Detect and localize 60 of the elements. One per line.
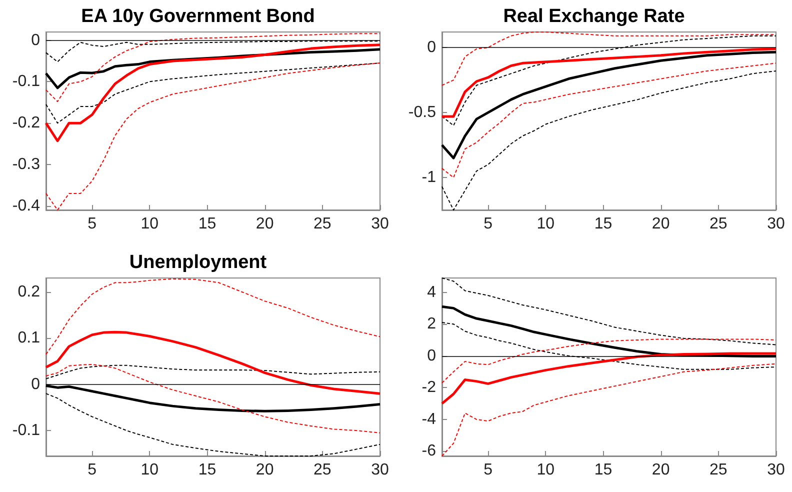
x-tick-label: 10	[140, 216, 159, 232]
y-tick-label: -0.1	[12, 73, 40, 90]
line-series	[442, 278, 776, 346]
y-tick-label: -0.3	[12, 156, 40, 173]
x-tick-label: 10	[140, 462, 159, 478]
y-tick-label: -0.2	[12, 114, 40, 132]
line-series	[46, 278, 380, 355]
x-tick-label: 15	[594, 216, 612, 232]
x-tick-label: 25	[710, 216, 728, 232]
y-tick-label: -2	[422, 379, 436, 396]
line-series	[44, 330, 382, 395]
y-tick-label: 0	[31, 32, 40, 49]
line-series	[440, 50, 778, 160]
x-tick-label: 20	[652, 216, 670, 232]
y-tick-label: -6	[422, 442, 436, 460]
x-tick-label: 5	[88, 216, 97, 232]
y-tick-label: 4	[427, 284, 436, 301]
x-tick-label: 25	[710, 462, 728, 478]
x-tick-label: 10	[536, 216, 555, 232]
y-tick-label: 2	[427, 316, 436, 333]
line-series	[46, 364, 380, 380]
line-series	[442, 338, 776, 384]
x-tick-label: 15	[198, 216, 216, 232]
chart-title: Real Exchange Rate	[503, 6, 685, 27]
x-tick-label: 25	[314, 462, 332, 478]
line-series	[46, 33, 380, 102]
x-tick-label: 10	[536, 462, 555, 478]
x-tick-label: 5	[484, 216, 493, 232]
x-tick-label: 30	[371, 462, 389, 478]
line-series	[442, 62, 776, 178]
y-tick-label: -0.5	[408, 104, 436, 122]
x-tick-label: 20	[256, 462, 274, 478]
x-tick-label: 30	[767, 462, 785, 478]
y-tick-label: -4	[422, 410, 436, 428]
x-tick-label: 20	[652, 462, 670, 478]
y-tick-label: 0.1	[18, 330, 40, 347]
line-series	[440, 352, 778, 405]
x-tick-label: 5	[88, 462, 97, 478]
x-tick-label: 15	[594, 462, 612, 478]
line-series	[44, 44, 382, 142]
chart-title: Unemployment	[129, 252, 268, 273]
line-series	[442, 322, 776, 370]
line-series	[442, 32, 776, 86]
y-tick-label: 0	[427, 39, 436, 56]
y-tick-label: 0	[31, 376, 40, 393]
line-series	[442, 35, 776, 126]
line-series	[440, 48, 778, 118]
x-tick-label: 30	[371, 216, 389, 232]
chart-title: EA 10y Government Bond	[81, 6, 315, 27]
x-tick-label: 30	[767, 216, 785, 232]
y-tick-label: -0.1	[12, 422, 40, 440]
y-tick-label: 0	[427, 347, 436, 364]
y-tick-label: -1	[422, 169, 436, 186]
y-tick-label: 0.2	[18, 283, 40, 300]
line-series	[46, 364, 380, 434]
x-tick-label: 5	[484, 462, 493, 478]
y-tick-label: -0.4	[12, 197, 40, 214]
x-tick-label: 15	[198, 462, 216, 478]
x-tick-label: 25	[314, 216, 332, 232]
x-tick-label: 20	[256, 216, 274, 232]
